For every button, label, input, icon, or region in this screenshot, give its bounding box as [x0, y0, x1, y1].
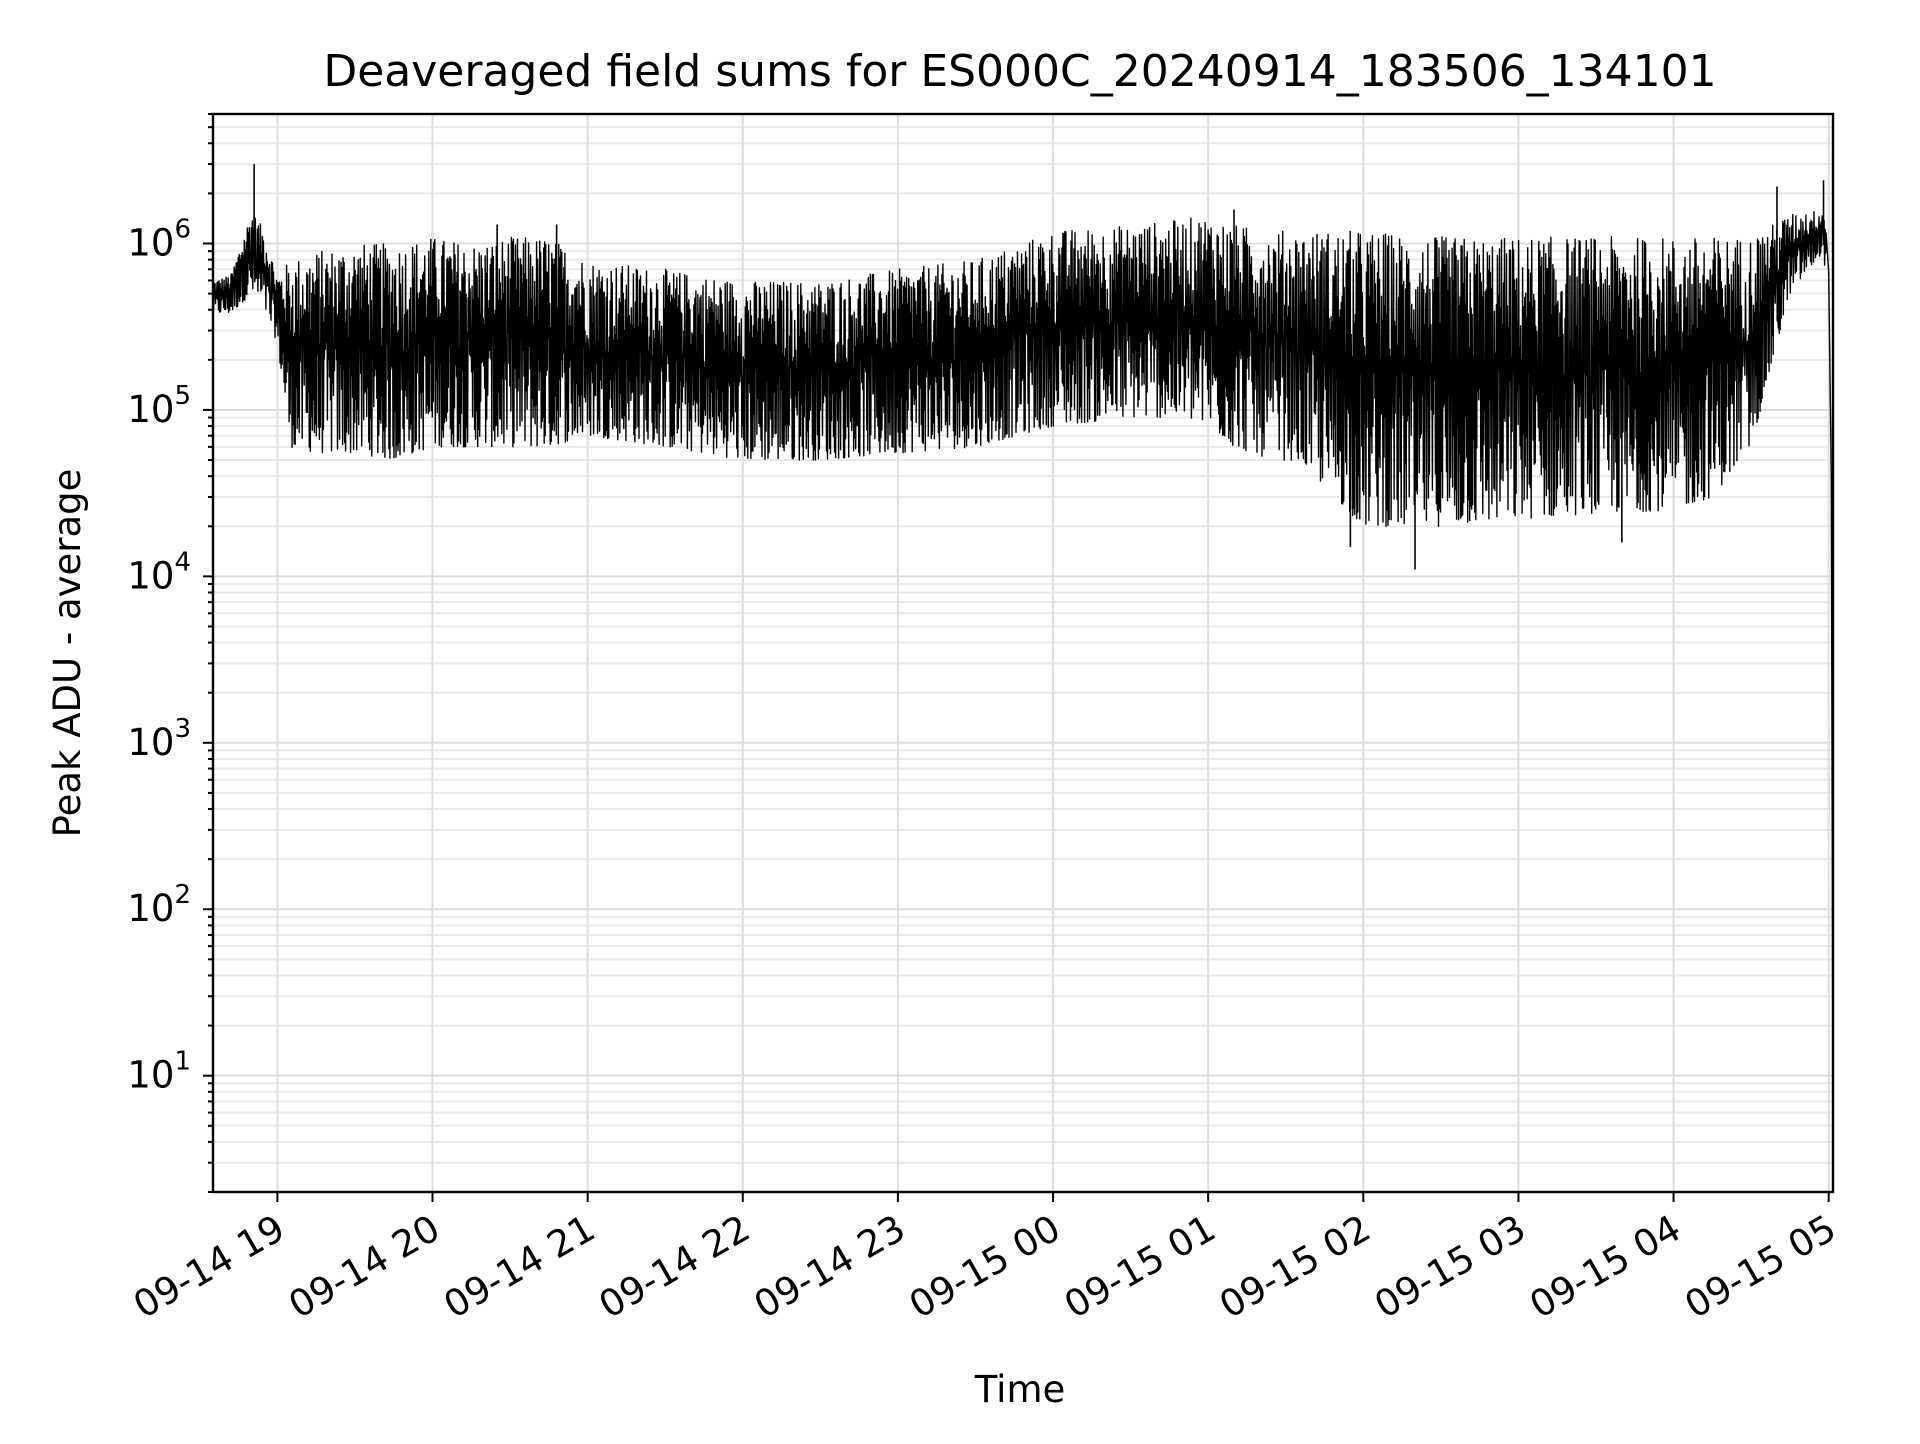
series-line [212, 211, 1834, 1142]
y-axis: 101 102 103 104 105 106 [127, 113, 213, 1193]
y-tick-label: 105 [127, 381, 191, 431]
chart-title: Deaveraged field sums for ES000C_2024091… [323, 46, 1716, 97]
y-tick-label: 106 [127, 215, 191, 265]
y-tick-label: 104 [127, 547, 191, 597]
x-axis-label: Time [974, 1368, 1066, 1411]
plot-frame [211, 112, 1835, 1194]
y-tick-label: 102 [127, 880, 191, 930]
y-tick-label: 101 [127, 1047, 191, 1097]
series-layer [212, 164, 1834, 1142]
y-tick-label: 103 [127, 714, 191, 764]
y-axis-label: Peak ADU - average [46, 469, 89, 838]
